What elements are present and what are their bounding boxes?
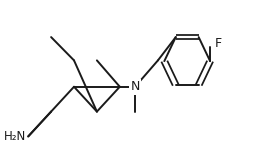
Text: H₂N: H₂N [4, 130, 26, 143]
Text: F: F [215, 37, 222, 50]
Text: N: N [130, 80, 140, 93]
